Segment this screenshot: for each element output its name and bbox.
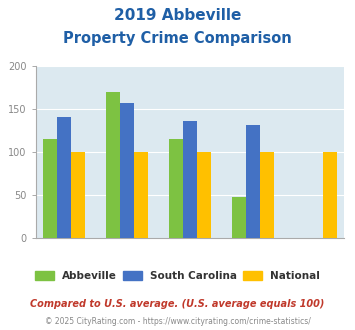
Legend: Abbeville, South Carolina, National: Abbeville, South Carolina, National: [35, 271, 320, 281]
Text: Compared to U.S. average. (U.S. average equals 100): Compared to U.S. average. (U.S. average …: [30, 299, 325, 309]
Bar: [134, 152, 148, 238]
Bar: [120, 103, 134, 238]
Bar: [43, 139, 57, 238]
Bar: [197, 152, 211, 238]
Bar: [71, 152, 84, 238]
Bar: [260, 152, 274, 238]
Bar: [323, 152, 337, 238]
Bar: [246, 125, 260, 238]
Bar: [169, 139, 183, 238]
Bar: [106, 92, 120, 238]
Text: Property Crime Comparison: Property Crime Comparison: [63, 31, 292, 46]
Text: © 2025 CityRating.com - https://www.cityrating.com/crime-statistics/: © 2025 CityRating.com - https://www.city…: [45, 317, 310, 326]
Bar: [232, 197, 246, 238]
Bar: [57, 117, 71, 238]
Bar: [183, 121, 197, 238]
Text: 2019 Abbeville: 2019 Abbeville: [114, 8, 241, 23]
